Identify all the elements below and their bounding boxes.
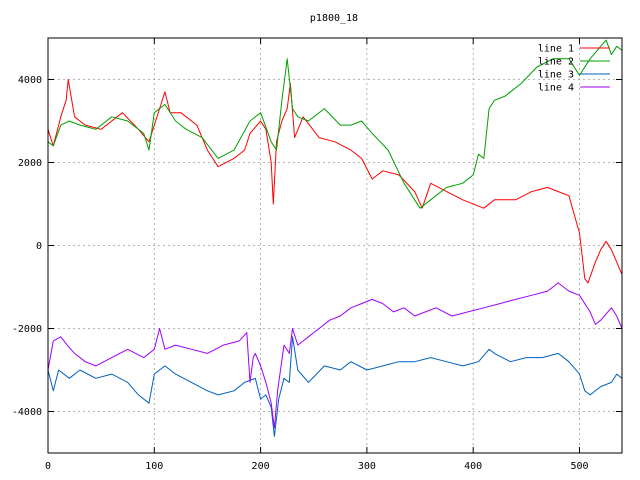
y-tick-label: -2000: [12, 324, 42, 335]
x-tick-label: 200: [252, 461, 270, 472]
legend-label-2: line 2: [538, 57, 574, 68]
series-line-2: [47, 39, 623, 209]
ticks-layer: -4000 -2000 0 2000 4000 0 100 200 300 400 500: [12, 38, 622, 472]
legend-label-4: line 4: [538, 83, 574, 94]
y-tick-label: 0: [36, 241, 42, 252]
legend-label-1: line 1: [538, 44, 574, 55]
x-tick-label: 100: [145, 461, 163, 472]
series-line-4: [47, 282, 623, 429]
series-line-3: [47, 336, 623, 437]
y-tick-label: 2000: [18, 158, 42, 169]
legend-label-3: line 3: [538, 70, 574, 81]
x-tick-label: 500: [570, 461, 588, 472]
x-tick-label: 0: [45, 461, 51, 472]
x-tick-label: 300: [358, 461, 376, 472]
y-tick-label: 4000: [18, 75, 42, 86]
y-tick-label: -4000: [12, 407, 42, 418]
chart-title: p1800_18: [310, 13, 358, 24]
x-tick-label: 400: [464, 461, 482, 472]
series-layer: [47, 39, 623, 437]
legend: line 1 line 2 line 3 line 4: [538, 44, 610, 94]
